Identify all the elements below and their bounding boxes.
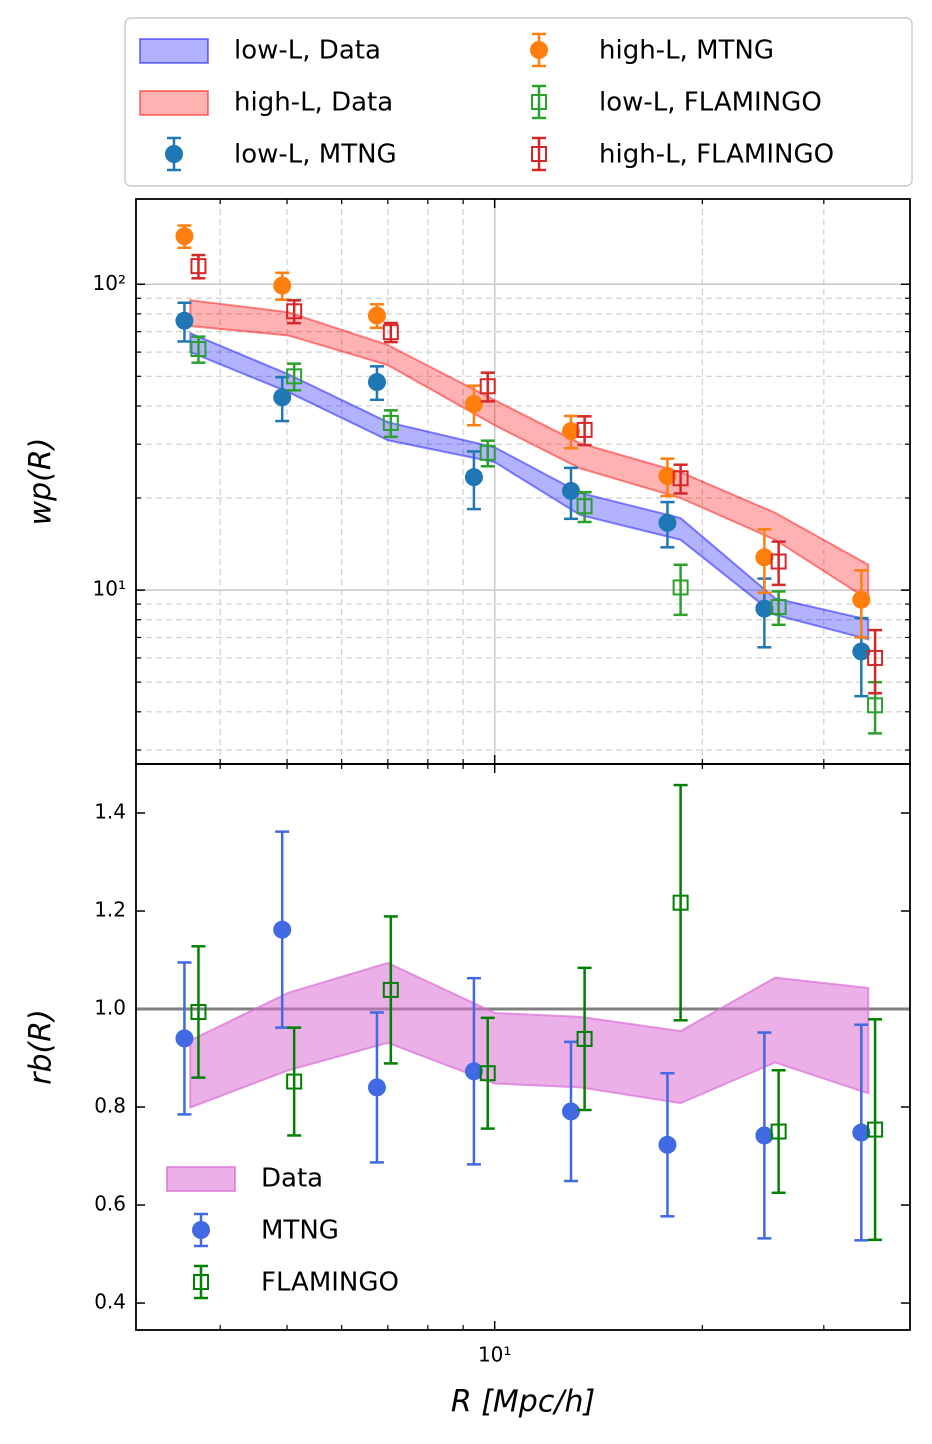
marker [672,470,689,487]
y-axis-label: wp(R) [24,438,59,526]
marker [382,324,399,341]
marker [658,1135,677,1154]
y-axis-label: rb(R) [24,1009,59,1085]
legend-label: low-L, MTNG [234,140,397,170]
marker [658,467,677,486]
legend-swatch [166,1166,236,1192]
y-tick-label: 10² [93,271,126,295]
marker [770,553,787,570]
legend-label: high-L, Data [234,88,393,118]
marker [867,649,884,666]
marker [175,227,194,246]
marker [286,1073,303,1090]
marker [464,1062,483,1081]
band [189,961,870,1109]
marker [367,306,386,325]
marker [273,276,292,295]
marker [382,981,399,998]
legend-swatch [139,38,209,64]
marker [658,513,677,532]
legend-label: FLAMINGO [261,1268,399,1298]
band [189,331,870,641]
legend-label: high-L, MTNG [599,36,774,66]
marker [286,303,303,320]
marker [755,548,774,567]
marker [561,422,580,441]
marker [273,388,292,407]
marker [867,697,884,714]
marker [175,1029,194,1048]
y-tick-label: 1.0 [94,996,126,1020]
marker [755,599,774,618]
marker [193,1274,209,1290]
marker [561,481,580,500]
marker [672,894,689,911]
marker [531,146,547,162]
legend-label: low-L, Data [234,36,381,66]
y-tick-label: 10¹ [93,577,126,601]
y-tick-label: 1.2 [94,898,126,922]
legend-swatch [139,90,209,116]
marker [770,1123,787,1140]
y-tick-label: 0.4 [94,1290,126,1314]
marker [382,414,399,431]
marker [852,1123,871,1142]
marker [755,1126,774,1145]
y-tick-label: 0.6 [94,1192,126,1216]
marker [672,579,689,596]
marker [165,145,183,163]
marker [576,498,593,515]
marker [561,1102,580,1121]
marker [190,258,207,275]
legend-frame [124,17,913,187]
x-axis-label: R [Mpc/h] [451,1385,595,1420]
marker [770,599,787,616]
marker [192,1221,210,1239]
marker [175,311,194,330]
marker [190,1003,207,1020]
plot-frame [135,763,911,1331]
legend-label: MTNG [261,1216,339,1246]
marker [479,444,496,461]
marker [852,590,871,609]
marker [576,1030,593,1047]
y-tick-label: 0.8 [94,1094,126,1118]
marker [479,1065,496,1082]
marker [852,642,871,661]
marker [530,41,548,59]
x-tick-label: 10¹ [478,1343,511,1367]
marker [367,1078,386,1097]
marker [867,1121,884,1138]
marker [286,368,303,385]
marker [464,468,483,487]
marker [367,373,386,392]
legend-label: high-L, FLAMINGO [599,140,834,170]
legend-label: Data [261,1164,323,1194]
marker [273,920,292,939]
y-tick-label: 1.4 [94,800,126,824]
marker [464,394,483,413]
marker [479,378,496,395]
marker [190,341,207,358]
marker [531,94,547,110]
marker [576,421,593,438]
legend-label: low-L, FLAMINGO [599,88,822,118]
